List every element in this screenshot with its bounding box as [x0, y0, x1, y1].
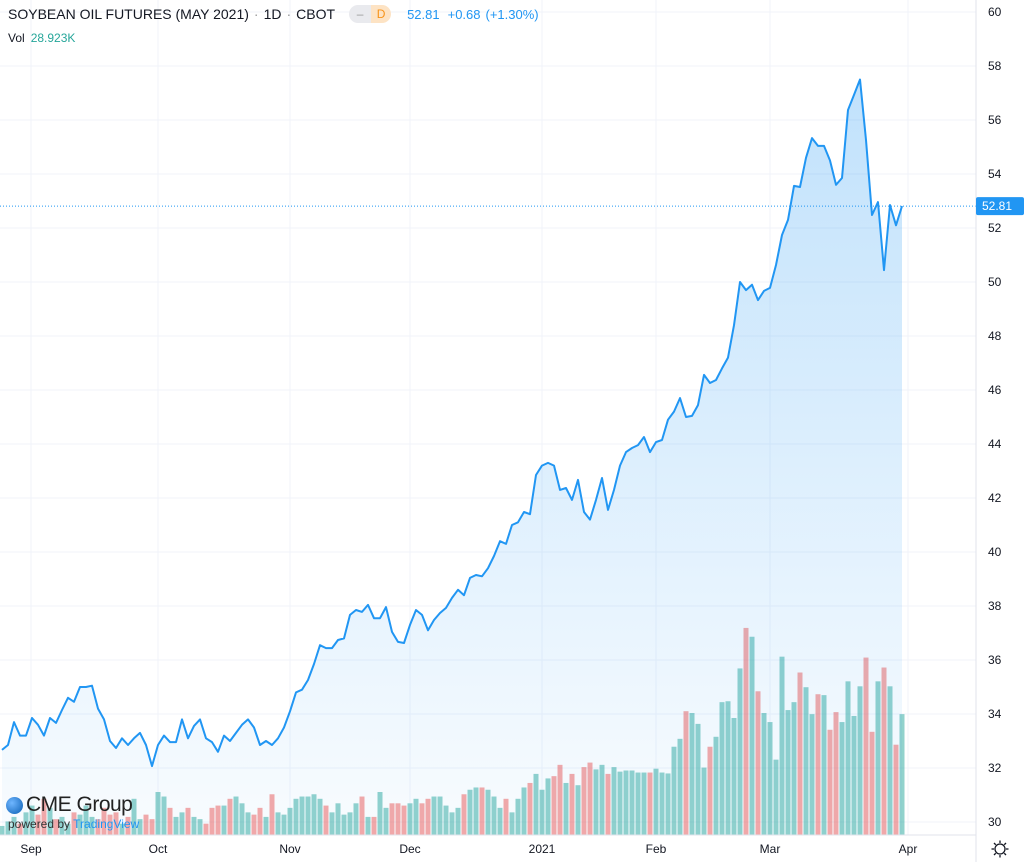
separator: · [253, 6, 259, 22]
gear-tooth [993, 852, 997, 856]
price-area-fill [2, 79, 902, 835]
y-tick-label: 56 [988, 113, 1002, 127]
gear-tooth [993, 842, 997, 846]
price-change-pct: (+1.30%) [485, 6, 539, 22]
x-tick-label: Mar [760, 842, 781, 856]
cme-logo[interactable]: CME Group [6, 793, 133, 817]
chart-header: SOYBEAN OIL FUTURES (MAY 2021) · 1D · CB… [8, 5, 539, 23]
y-tick-label: 30 [988, 815, 1002, 829]
x-tick-label: Apr [899, 842, 918, 856]
y-tick-label: 50 [988, 275, 1002, 289]
last-price-tag [976, 197, 1024, 216]
symbol-title: SOYBEAN OIL FUTURES (MAY 2021) [8, 6, 249, 22]
gear-body [994, 843, 1006, 855]
last-price: 52.81 [407, 6, 440, 22]
x-tick-label: 2021 [529, 842, 556, 856]
separator: · [286, 6, 292, 22]
y-tick-label: 58 [988, 59, 1002, 73]
y-tick-label: 52 [988, 221, 1002, 235]
y-tick-label: 36 [988, 653, 1002, 667]
y-tick-label: 44 [988, 437, 1002, 451]
status-dash-icon: – [349, 5, 372, 23]
y-tick-label: 42 [988, 491, 1002, 505]
exchange: CBOT [296, 6, 336, 22]
settings-gear-icon[interactable] [991, 840, 1009, 858]
y-tick-label: 60 [988, 5, 1002, 19]
x-tick-label: Feb [646, 842, 667, 856]
powered-by-text: powered by [8, 817, 71, 831]
tradingview-link[interactable]: TradingView [73, 817, 140, 831]
x-tick-label: Sep [20, 842, 42, 856]
volume-value: 28.923K [30, 31, 76, 45]
gear-tooth [1003, 852, 1007, 856]
volume-legend: Vol 28.923K [8, 31, 75, 45]
y-tick-label: 48 [988, 329, 1002, 343]
volume-label: Vol [8, 31, 25, 45]
y-tick-label: 34 [988, 707, 1002, 721]
y-tick-label: 32 [988, 761, 1002, 775]
x-tick-label: Oct [149, 842, 168, 856]
delayed-badge: D [371, 5, 392, 23]
last-price-tag-label: 52.81 [982, 199, 1012, 213]
y-tick-label: 54 [988, 167, 1002, 181]
price-line [1, 78, 903, 768]
y-tick-label: 38 [988, 599, 1002, 613]
y-tick-label: 40 [988, 545, 1002, 559]
x-tick-label: Nov [279, 842, 300, 856]
interval: 1D [263, 6, 282, 22]
gear-tooth [1003, 842, 1007, 846]
market-status-badge[interactable]: – D [349, 5, 392, 23]
price-change: +0.68 [447, 6, 481, 22]
globe-icon [6, 796, 23, 814]
x-tick-label: Dec [399, 842, 420, 856]
logo-text: CME Group [26, 793, 133, 816]
y-tick-label: 46 [988, 383, 1002, 397]
powered-by[interactable]: powered by TradingView [8, 817, 139, 831]
